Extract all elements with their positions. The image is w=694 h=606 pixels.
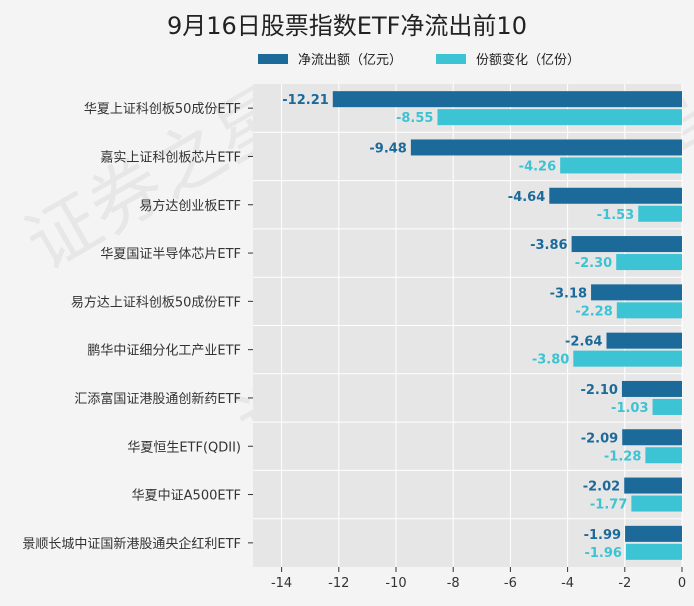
x-tick-label: 0: [678, 576, 686, 591]
x-tick-label: -6: [504, 576, 517, 591]
category-label: 景顺长城中证国新港股通央企红利ETF: [22, 536, 241, 552]
bar-share-change: [437, 109, 682, 126]
bar-share-change: [645, 447, 682, 464]
data-label-net-outflow: -2.10: [580, 383, 617, 398]
data-label-net-outflow: -4.64: [508, 190, 545, 205]
data-label-net-outflow: -2.02: [583, 480, 620, 495]
bar-net-outflow: [606, 332, 682, 349]
bar-share-change: [625, 543, 682, 560]
category-label: 鹏华中证细分化工产业ETF: [87, 344, 241, 359]
bar-net-outflow: [624, 477, 682, 494]
category-label: 华夏中证A500ETF: [132, 489, 241, 504]
data-label-share-change: -4.26: [519, 159, 556, 174]
bar-share-change: [652, 398, 682, 415]
data-label-share-change: -1.53: [597, 208, 634, 223]
data-label-net-outflow: -9.48: [369, 141, 406, 156]
bar-net-outflow: [549, 187, 682, 204]
legend-swatch-series2: [436, 53, 466, 64]
data-label-share-change: -2.30: [575, 256, 612, 271]
data-label-share-change: -1.03: [611, 401, 648, 416]
data-label-share-change: -1.96: [584, 546, 621, 561]
bar-share-change: [560, 157, 682, 174]
data-label-net-outflow: -2.64: [565, 335, 602, 350]
category-label: 华夏国证半导体芯片ETF: [100, 247, 241, 262]
bar-share-change: [638, 205, 682, 222]
bar-net-outflow: [410, 139, 682, 156]
category-label: 汇添富国证港股通创新药ETF: [74, 391, 241, 407]
data-label-net-outflow: -2.09: [581, 431, 618, 446]
chart-title: 9月16日股票指数ETF净流出前10: [167, 12, 527, 40]
category-label: 易方达创业板ETF: [139, 198, 241, 214]
bar-net-outflow: [625, 525, 682, 542]
x-tick-label: -10: [385, 576, 406, 591]
data-label-net-outflow: -1.99: [584, 528, 621, 543]
legend-item-series1: 净流出额（亿元）: [258, 49, 402, 68]
bar-share-change: [616, 302, 682, 319]
bar-share-change: [631, 495, 682, 512]
legend-label-series1: 净流出额（亿元）: [298, 53, 403, 68]
category-label: 华夏上证科创板50成份ETF: [84, 102, 241, 117]
bar-net-outflow: [332, 91, 682, 108]
bar-net-outflow: [571, 236, 682, 253]
data-label-share-change: -1.77: [590, 498, 627, 513]
data-label-share-change: -2.28: [575, 304, 612, 319]
x-tick-label: -4: [561, 576, 574, 591]
data-label-share-change: -8.55: [396, 111, 433, 126]
bar-net-outflow: [622, 429, 682, 446]
x-tick-label: -8: [447, 576, 460, 591]
data-label-net-outflow: -12.21: [282, 93, 329, 108]
category-label: 华夏恒生ETF(QDII): [127, 440, 241, 455]
data-label-share-change: -1.28: [604, 449, 641, 464]
x-tick-label: -14: [271, 576, 292, 591]
x-tick-label: -12: [328, 576, 349, 591]
legend-label-series2: 份额变化（亿份）: [476, 53, 581, 68]
bar-net-outflow: [591, 284, 682, 301]
data-label-share-change: -3.80: [532, 353, 569, 368]
category-label: 嘉实上证科创板芯片ETF: [100, 150, 241, 165]
legend-item-series2: 份额变化（亿份）: [436, 49, 580, 68]
bar-net-outflow: [621, 380, 682, 397]
bar-share-change: [573, 350, 682, 367]
category-label: 易方达上证科创板50成份ETF: [71, 294, 241, 310]
x-tick-label: -2: [618, 576, 631, 591]
data-label-net-outflow: -3.86: [530, 238, 567, 253]
data-label-net-outflow: -3.18: [550, 286, 587, 301]
bar-share-change: [616, 254, 682, 271]
legend-swatch-series1: [258, 53, 288, 64]
legend: 净流出额（亿元） 份额变化（亿份）: [0, 49, 694, 69]
